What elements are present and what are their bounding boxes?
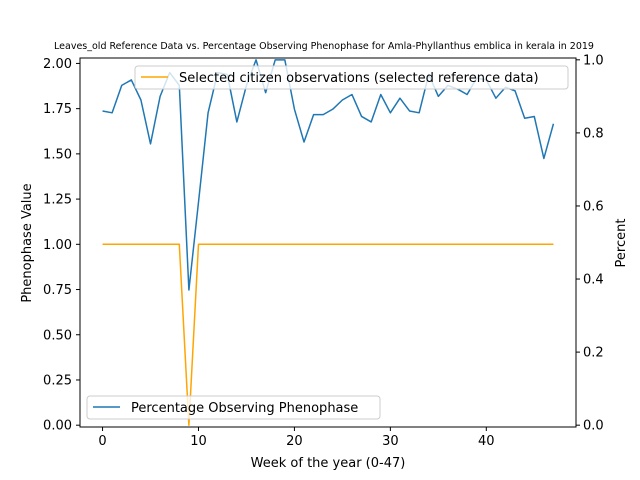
y-tick-label-left: 0.50 xyxy=(43,328,72,343)
x-tick-label: 20 xyxy=(286,434,303,449)
y-axis-label-left: Phenophase Value xyxy=(20,183,35,302)
axes xyxy=(79,57,577,428)
y-tick-label-right: 0.2 xyxy=(583,346,604,361)
y-tick-label-right: 1.0 xyxy=(583,53,604,68)
y-tick-label-left: 0.00 xyxy=(43,419,72,434)
legend-top-box xyxy=(134,65,569,90)
y-tick-label-left: 1.75 xyxy=(43,102,72,117)
plot-frame xyxy=(79,57,577,428)
y-tick-label-left: 0.25 xyxy=(43,373,72,388)
y-tick-label-right: 0.0 xyxy=(583,419,604,434)
y-tick-label-right: 0.6 xyxy=(583,199,604,214)
x-tick-label: 30 xyxy=(382,434,399,449)
y-tick-label-left: 2.00 xyxy=(43,57,72,72)
ticks: 0 10 20 30 40 0.00 0.25 0.50 0.75 1.00 1.25 1.50 1.7… xyxy=(43,53,604,449)
y-tick-label-left: 1.00 xyxy=(43,238,72,253)
legend-top: Selected citizen observations (selected … xyxy=(134,65,569,90)
x-tick-label: 10 xyxy=(190,434,207,449)
legend-bottom-label: Percentage Observing Phenophase xyxy=(131,401,358,416)
y-tick-label-right: 0.8 xyxy=(583,126,604,141)
y-tick-label-left: 1.50 xyxy=(43,147,72,162)
y-tick-label-left: 1.25 xyxy=(43,193,72,208)
y-tick-label-left: 0.75 xyxy=(43,283,72,298)
legend-bottom: Percentage Observing Phenophase xyxy=(86,395,381,420)
legend-top-label: Selected citizen observations (selected … xyxy=(179,71,539,86)
x-axis-label: Week of the year (0-47) xyxy=(251,456,406,471)
x-tick-label: 0 xyxy=(98,434,106,449)
x-tick-label: 40 xyxy=(478,434,495,449)
legend-bottom-box xyxy=(86,395,381,420)
series-line-0 xyxy=(102,243,554,426)
chart-title: Leaves_old Reference Data vs. Percentage… xyxy=(54,41,594,52)
y-tick-label-right: 0.4 xyxy=(583,273,604,288)
y-axis-label-right: Percent xyxy=(614,219,629,268)
